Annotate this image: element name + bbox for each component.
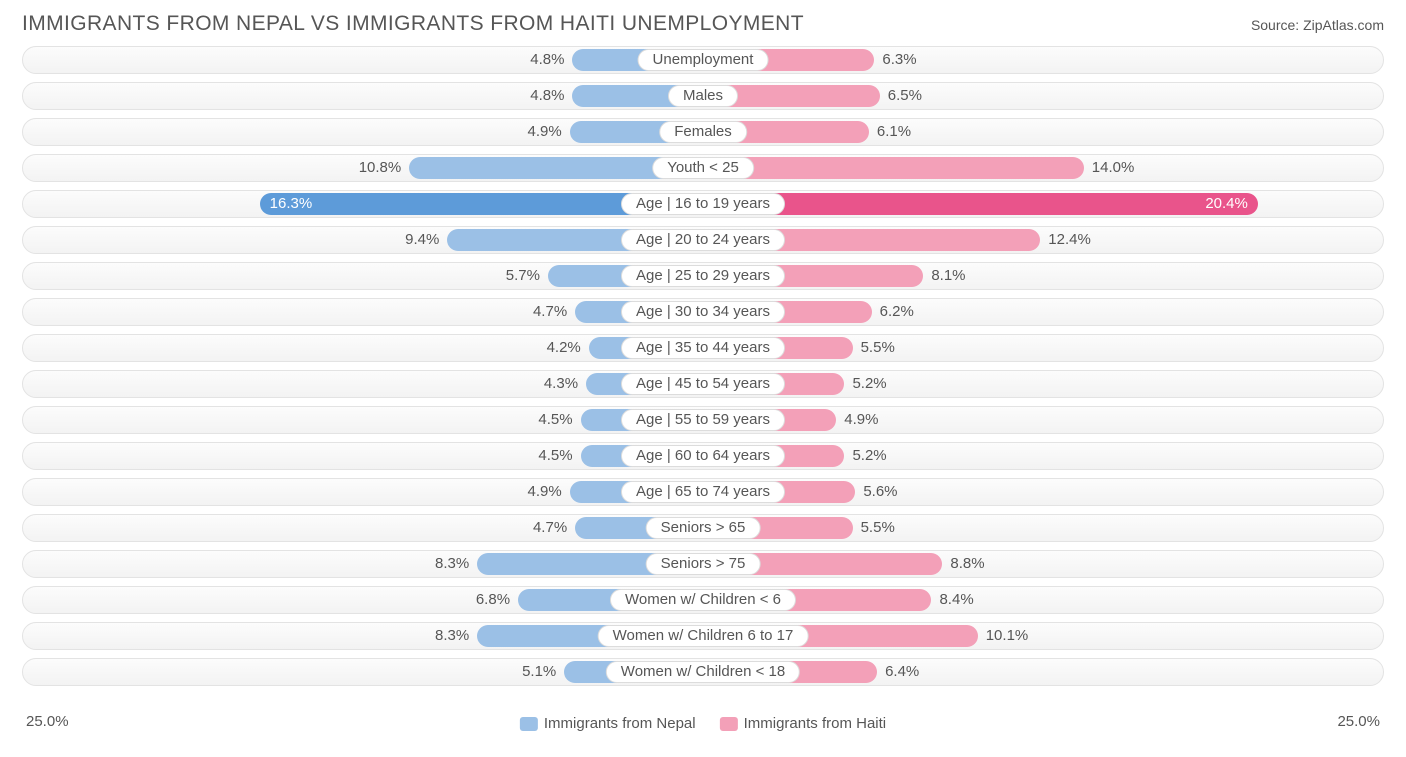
value-right: 6.4% xyxy=(877,659,919,687)
chart-row: 5.7% 8.1% Age | 25 to 29 years xyxy=(22,262,1384,290)
chart-row: 4.7% 6.2% Age | 30 to 34 years xyxy=(22,298,1384,326)
legend-swatch-right xyxy=(720,717,738,731)
value-right: 6.2% xyxy=(872,299,914,327)
bar-right xyxy=(703,157,1084,179)
category-label: Age | 20 to 24 years xyxy=(621,229,785,251)
header: IMMIGRANTS FROM NEPAL VS IMMIGRANTS FROM… xyxy=(0,0,1406,46)
chart-row: 4.5% 5.2% Age | 60 to 64 years xyxy=(22,442,1384,470)
value-right: 8.1% xyxy=(923,263,965,291)
value-left: 4.9% xyxy=(528,119,570,147)
category-label: Seniors > 75 xyxy=(646,553,761,575)
chart-row: 8.3% 8.8% Seniors > 75 xyxy=(22,550,1384,578)
category-label: Age | 16 to 19 years xyxy=(621,193,785,215)
chart-row: 4.7% 5.5% Seniors > 65 xyxy=(22,514,1384,542)
category-label: Unemployment xyxy=(638,49,769,71)
value-left: 9.4% xyxy=(405,227,447,255)
value-right: 20.4% xyxy=(703,191,1258,219)
value-left: 6.8% xyxy=(476,587,518,615)
category-label: Women w/ Children < 6 xyxy=(610,589,796,611)
chart-area: 4.8% 6.3% Unemployment 4.8% 6.5% Males 4.9% 6.1… xyxy=(22,46,1384,742)
chart-row: 4.2% 5.5% Age | 35 to 44 years xyxy=(22,334,1384,362)
chart-row: 10.8% 14.0% Youth < 25 xyxy=(22,154,1384,182)
chart-row: 4.9% 5.6% Age | 65 to 74 years xyxy=(22,478,1384,506)
axis-max-left: 25.0% xyxy=(26,713,69,730)
category-label: Age | 45 to 54 years xyxy=(621,373,785,395)
chart-row: 8.3% 10.1% Women w/ Children 6 to 17 xyxy=(22,622,1384,650)
value-right: 6.5% xyxy=(880,83,922,111)
chart-row: 4.8% 6.3% Unemployment xyxy=(22,46,1384,74)
legend-item-left: Immigrants from Nepal xyxy=(520,715,696,732)
chart-row: 16.3%20.4%Age | 16 to 19 years xyxy=(22,190,1384,218)
chart-row: 4.3% 5.2% Age | 45 to 54 years xyxy=(22,370,1384,398)
category-label: Males xyxy=(668,85,738,107)
value-right: 6.3% xyxy=(874,47,916,75)
value-left: 8.3% xyxy=(435,551,477,579)
chart-row: 9.4% 12.4% Age | 20 to 24 years xyxy=(22,226,1384,254)
chart-row: 4.9% 6.1% Females xyxy=(22,118,1384,146)
category-label: Age | 30 to 34 years xyxy=(621,301,785,323)
category-label: Females xyxy=(659,121,747,143)
category-label: Age | 35 to 44 years xyxy=(621,337,785,359)
value-left: 4.7% xyxy=(533,515,575,543)
value-left: 5.1% xyxy=(522,659,564,687)
chart-footer: 25.0% Immigrants from Nepal Immigrants f… xyxy=(22,702,1384,742)
value-right: 5.5% xyxy=(853,335,895,363)
legend-item-right: Immigrants from Haiti xyxy=(720,715,887,732)
value-left: 4.7% xyxy=(533,299,575,327)
value-left: 4.2% xyxy=(547,335,589,363)
chart-row: 4.8% 6.5% Males xyxy=(22,82,1384,110)
value-left: 8.3% xyxy=(435,623,477,651)
value-left: 5.7% xyxy=(506,263,548,291)
value-right: 8.8% xyxy=(942,551,984,579)
category-label: Age | 60 to 64 years xyxy=(621,445,785,467)
axis-max-right: 25.0% xyxy=(1337,713,1380,730)
chart-row: 5.1% 6.4% Women w/ Children < 18 xyxy=(22,658,1384,686)
value-left: 4.8% xyxy=(530,83,572,111)
value-right: 14.0% xyxy=(1084,155,1135,183)
category-label: Youth < 25 xyxy=(652,157,754,179)
chart-row: 6.8% 8.4% Women w/ Children < 6 xyxy=(22,586,1384,614)
value-right: 6.1% xyxy=(869,119,911,147)
value-right: 8.4% xyxy=(931,587,973,615)
category-label: Seniors > 65 xyxy=(646,517,761,539)
chart-title: IMMIGRANTS FROM NEPAL VS IMMIGRANTS FROM… xyxy=(22,12,804,36)
value-right: 12.4% xyxy=(1040,227,1091,255)
source-attribution: Source: ZipAtlas.com xyxy=(1251,17,1384,33)
legend-label-left: Immigrants from Nepal xyxy=(544,715,696,732)
category-label: Women w/ Children < 18 xyxy=(606,661,800,683)
category-label: Age | 65 to 74 years xyxy=(621,481,785,503)
value-left: 4.8% xyxy=(530,47,572,75)
category-label: Age | 25 to 29 years xyxy=(621,265,785,287)
value-left: 4.9% xyxy=(528,479,570,507)
value-right: 4.9% xyxy=(836,407,878,435)
value-right: 10.1% xyxy=(978,623,1029,651)
value-right: 5.5% xyxy=(853,515,895,543)
value-left: 4.5% xyxy=(538,407,580,435)
chart-row: 4.5% 4.9% Age | 55 to 59 years xyxy=(22,406,1384,434)
value-left: 4.5% xyxy=(538,443,580,471)
legend-label-right: Immigrants from Haiti xyxy=(744,715,887,732)
category-label: Age | 55 to 59 years xyxy=(621,409,785,431)
legend: Immigrants from Nepal Immigrants from Ha… xyxy=(520,715,886,732)
value-right: 5.2% xyxy=(844,371,886,399)
value-left: 4.3% xyxy=(544,371,586,399)
value-right: 5.6% xyxy=(855,479,897,507)
category-label: Women w/ Children 6 to 17 xyxy=(598,625,809,647)
value-right: 5.2% xyxy=(844,443,886,471)
value-left: 10.8% xyxy=(359,155,410,183)
legend-swatch-left xyxy=(520,717,538,731)
